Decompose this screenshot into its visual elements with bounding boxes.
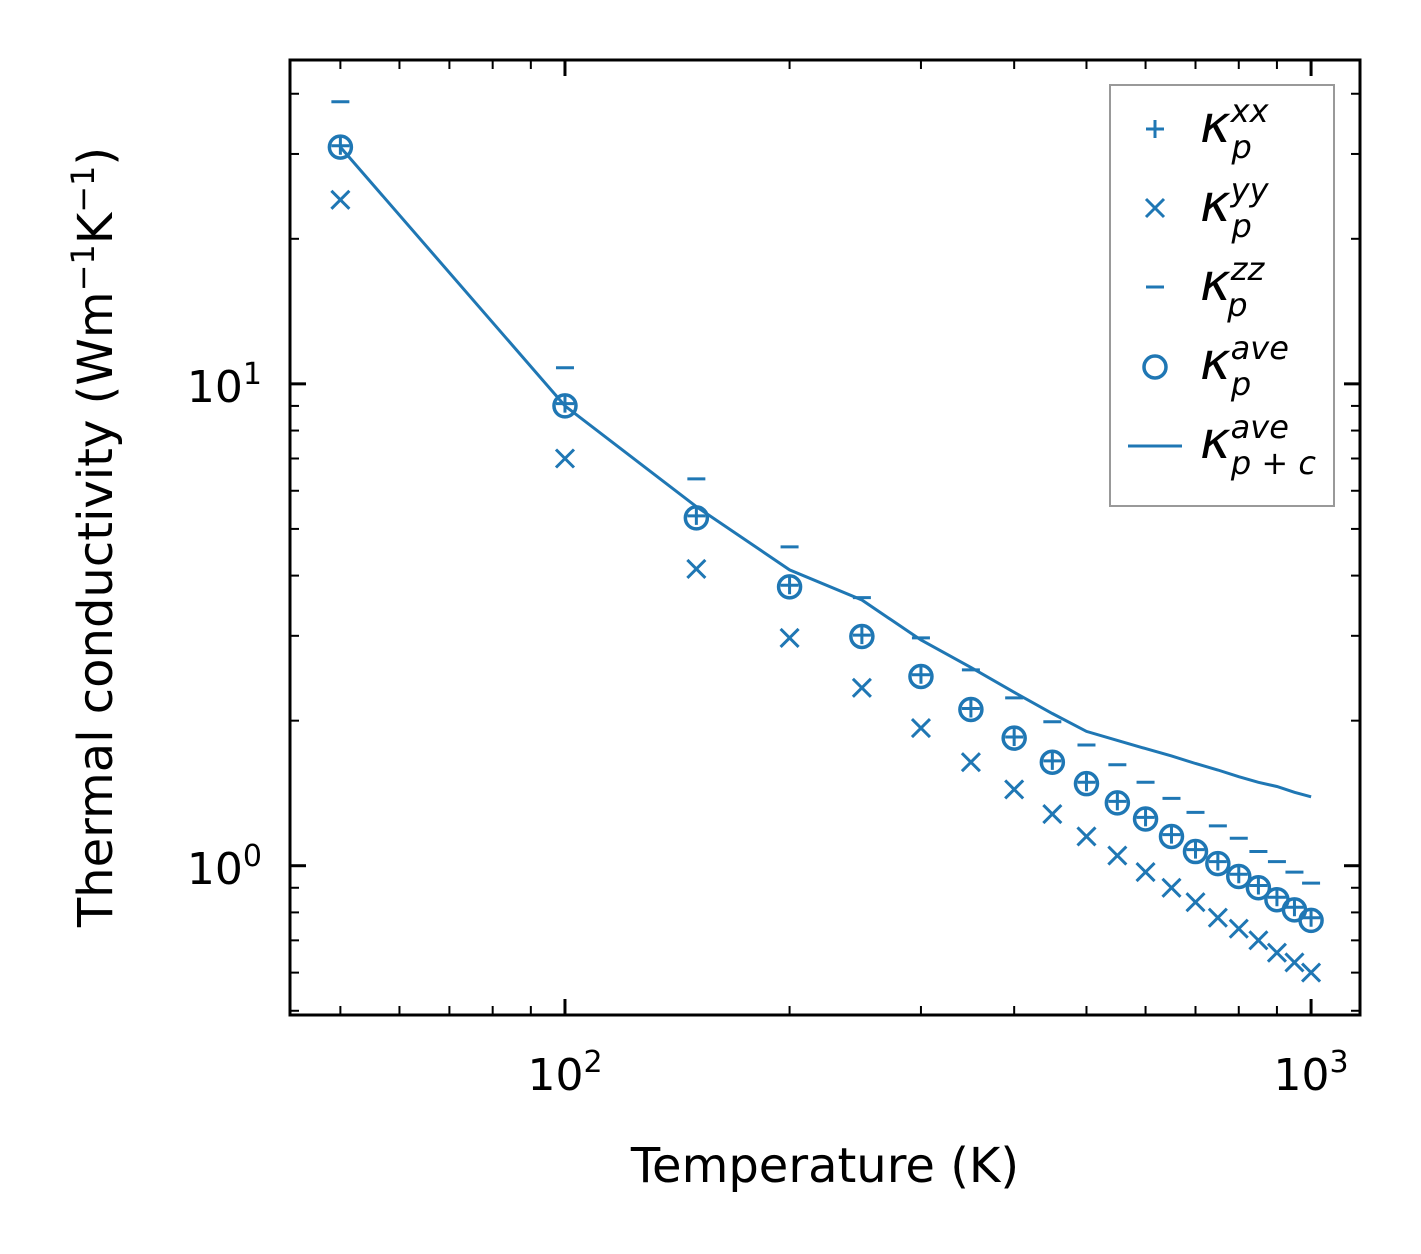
series-kappa_p^ave [327,134,1324,934]
data-point [1162,825,1181,844]
data-point [1076,826,1097,847]
data-point [1267,888,1286,907]
data-point [911,665,930,684]
x-tick-label-100: 102 [527,1045,602,1101]
data-point [1266,942,1287,963]
legend-swatch-circle [1142,354,1168,380]
data-point [852,626,871,645]
data-point [851,677,872,698]
data-point [961,699,980,718]
y-tick-label-10: 101 [187,357,262,413]
data-point [1158,823,1185,850]
legend-label-ave: κave p [1200,329,1289,403]
data-point [779,627,800,648]
legend-label-zz: κzz p [1200,250,1265,324]
data-point [1186,840,1205,859]
series-kappa_p^zz [331,100,1321,885]
y-axis-label: Thermal conductivity (Wm−1K−1) [64,147,124,928]
legend-label-ave-pc: κave p + c [1200,408,1316,482]
data-point [1284,952,1305,973]
data-point [849,623,875,650]
data-point [330,189,351,210]
data-point [331,136,350,155]
data-point [1042,803,1063,825]
plot-marks [327,100,1324,983]
data-point [554,448,576,469]
data-point [1229,865,1248,884]
data-point [327,134,354,160]
y-tick-label-1: 100 [187,839,262,895]
plot-frame [288,58,1362,1017]
data-point [687,506,706,525]
data-point [1208,852,1227,871]
data-point [1226,863,1252,890]
data-point [1302,908,1321,927]
data-point [1285,898,1304,917]
data-point [1043,751,1062,770]
legend-label-yy: κyy p [1200,171,1270,245]
data-point [1001,725,1027,751]
data-point [780,576,799,595]
data-point [1135,862,1156,883]
data-point [1245,875,1272,901]
data-point [1205,850,1231,877]
data-point [1298,907,1324,934]
legend-box [1109,84,1335,507]
data-point [958,696,984,723]
data-point [1228,918,1249,939]
series-line-kappa_p+c^ave [339,146,1312,799]
data-point [1004,779,1025,800]
data-point [910,718,932,739]
data-point [1005,727,1024,746]
data-point [1107,845,1128,866]
data-point [1108,792,1127,811]
data-point [776,574,803,600]
data-point [1077,773,1096,792]
data-point [683,505,710,531]
x-tick-label-1000: 103 [1273,1045,1348,1101]
series-kappa_p^yy [330,189,1322,983]
data-point [555,394,574,413]
data-point [1207,907,1228,928]
data-point [1039,749,1066,775]
data-point [1104,790,1131,816]
x-axis-label: Temperature (K) [630,1138,1019,1194]
data-point [686,558,707,579]
data-point [552,393,578,419]
legend-swatch-plus [1146,120,1164,138]
data-point [1301,962,1322,983]
series-kappa_p^xx [331,136,1321,927]
data-point [1182,838,1209,865]
legend-swatches [1128,120,1182,448]
data-point [1161,877,1182,898]
data-point [908,663,934,690]
data-point [1073,770,1100,797]
data-point [960,752,981,773]
legend-swatch-x [1144,197,1166,219]
data-point [1136,808,1155,827]
data-point [1249,876,1268,895]
data-point [1132,806,1159,832]
data-point [1185,892,1206,913]
data-point [1248,930,1269,951]
legend: κxx p κyy p κzz p κave p κave p + c [1109,84,1335,507]
legend-label-xx: κxx p [1200,92,1270,166]
